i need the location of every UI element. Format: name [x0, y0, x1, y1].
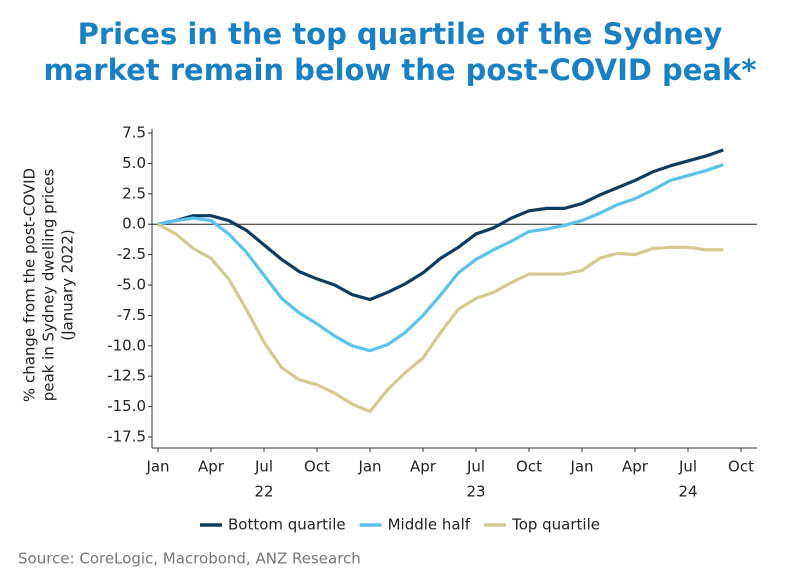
x-tick-label: Jan	[357, 458, 381, 476]
x-tick-label: Oct	[728, 458, 754, 476]
x-tick-label: Jul	[466, 458, 485, 476]
y-axis-label-line: (January 2022)	[59, 229, 77, 341]
year-label: 24	[678, 483, 697, 501]
legend-label: Middle half	[388, 516, 471, 534]
y-tick-label: 0.0	[122, 215, 146, 233]
y-tick-label: -12.5	[107, 367, 146, 385]
source-note: Source: CoreLogic, Macrobond, ANZ Resear…	[18, 550, 361, 568]
x-tick-label: Apr	[198, 458, 225, 476]
series-line	[157, 163, 724, 353]
chart-title: Prices in the top quartile of the Sydney	[78, 17, 723, 51]
series-line	[157, 148, 724, 302]
x-tick-label: Jan	[569, 458, 593, 476]
y-axis-label-line: peak in Sydney dwelling prices	[40, 169, 58, 402]
year-label: 22	[254, 483, 273, 501]
x-tick-label: Jan	[145, 458, 169, 476]
x-tick-label: Apr	[410, 458, 437, 476]
x-tick-label: Oct	[516, 458, 542, 476]
y-tick-label: 5.0	[122, 154, 146, 172]
y-tick-label: 7.5	[122, 124, 146, 142]
y-axis-label: % change from the post-COVID peak in Syd…	[21, 168, 77, 402]
x-tick-label: Jul	[254, 458, 273, 476]
legend-label: Bottom quartile	[228, 516, 346, 534]
y-tick-label: -15.0	[107, 397, 146, 415]
y-tick-label: -7.5	[117, 306, 146, 324]
x-tick-label: Jul	[678, 458, 697, 476]
y-tick-label: -10.0	[107, 336, 146, 354]
y-tick-label: -2.5	[117, 245, 146, 263]
legend-label: Top quartile	[511, 516, 600, 534]
y-tick-label: 2.5	[122, 184, 146, 202]
chart-title: market remain below the post-COVID peak*	[44, 53, 757, 87]
x-tick-label: Apr	[622, 458, 649, 476]
y-tick-label: -17.5	[107, 428, 146, 446]
year-label: 23	[466, 483, 485, 501]
y-axis-label-line: % change from the post-COVID	[21, 168, 39, 402]
y-tick-label: -5.0	[117, 276, 146, 294]
series-line	[157, 222, 724, 414]
x-tick-label: Oct	[304, 458, 330, 476]
